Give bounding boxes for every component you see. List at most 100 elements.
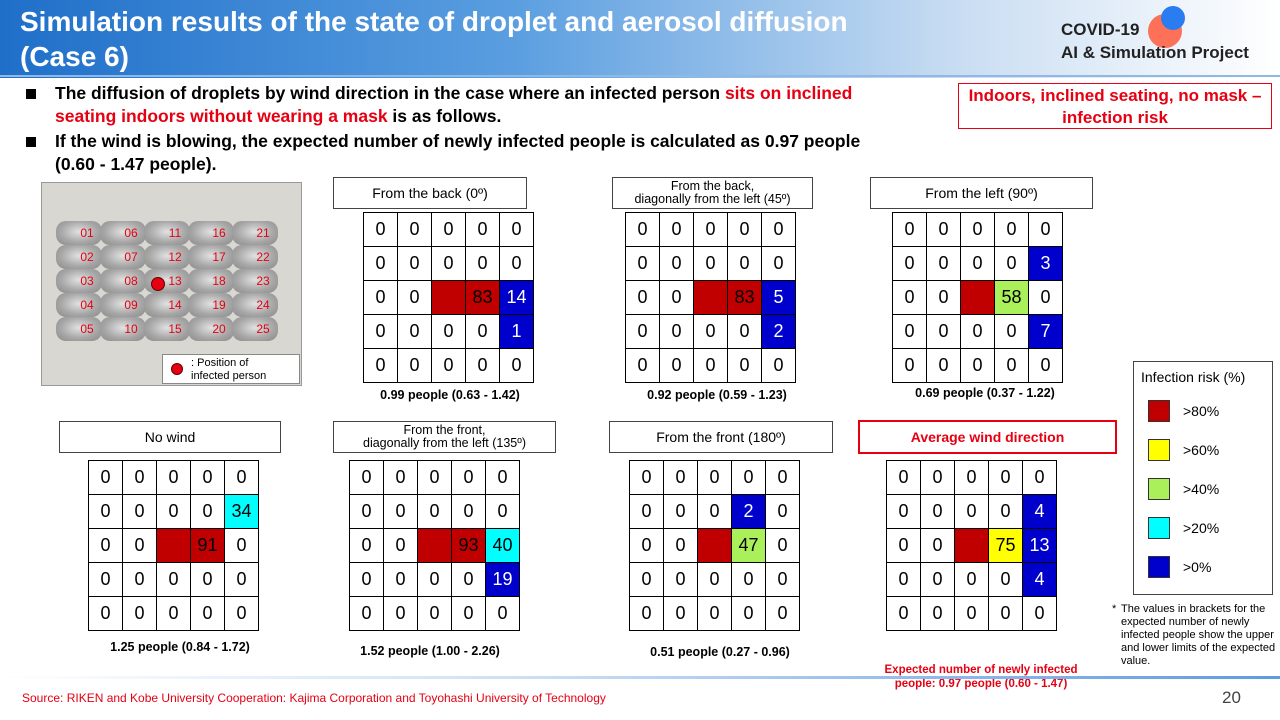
grid-cell: 0 xyxy=(486,597,520,631)
grid-cell: 0 xyxy=(364,349,398,383)
infected-legend-dot-icon xyxy=(171,363,183,375)
case-label-left: From the left (90º) xyxy=(870,177,1093,209)
seat-number: 18 xyxy=(212,274,226,288)
grid-cell: 0 xyxy=(225,529,259,563)
grid-cell: 0 xyxy=(398,281,432,315)
grid-cell: 0 xyxy=(350,461,384,495)
grid-cell: 0 xyxy=(89,597,123,631)
risk-grid-left: 0 0 0 0 0 0 0 0 0 3 0 0 58 0 0 0 0 0 7 0 0 0 0 0 xyxy=(892,212,1063,383)
seat-icon xyxy=(232,221,278,245)
expect-average-l1: Expected number of newly infected xyxy=(884,664,1078,676)
grid-cell: 0 xyxy=(961,349,995,383)
legend-label-20: >20% xyxy=(1183,520,1220,536)
grid-cell: 0 xyxy=(762,213,796,247)
grid-cell: 47 xyxy=(732,529,766,563)
grid-cell: 0 xyxy=(398,247,432,281)
grid-cell: 0 xyxy=(157,461,191,495)
grid-cell: 0 xyxy=(694,315,728,349)
grid-cell: 0 xyxy=(728,315,762,349)
grid-cell: 0 xyxy=(887,461,921,495)
seat-legend-line1: : Position of xyxy=(191,357,249,369)
grid-cell: 0 xyxy=(893,247,927,281)
legend-label-40: >40% xyxy=(1183,481,1220,497)
grid-cell xyxy=(955,529,989,563)
expect-front: 0.51 people (0.27 - 0.96) xyxy=(650,645,790,659)
grid-cell: 0 xyxy=(630,495,664,529)
seating-diagram: 01 06 11 16 21 02 07 12 17 22 03 08 13 18 23 04 09 14 19 24… xyxy=(41,182,302,386)
grid-cell: 0 xyxy=(660,213,694,247)
grid-cell: 14 xyxy=(500,281,534,315)
grid-cell: 0 xyxy=(500,349,534,383)
case-label-front-diagonal: From the front, diagonally from the left… xyxy=(333,421,556,453)
risk-grid-front-diagonal: 0 0 0 0 0 0 0 0 0 0 0 0 93 40 0 0 0 0 19 0 0 0 0 0 xyxy=(349,460,520,631)
risk-grid-back: 0 0 0 0 0 0 0 0 0 0 0 0 83 14 0 0 0 0 1 0 0 0 0 0 xyxy=(363,212,534,383)
grid-cell: 0 xyxy=(418,597,452,631)
seat-icon xyxy=(144,317,190,341)
header-divider xyxy=(0,75,1280,77)
grid-cell: 0 xyxy=(995,315,1029,349)
grid-cell: 0 xyxy=(664,563,698,597)
scenario-box: Indoors, inclined seating, no mask – inf… xyxy=(958,83,1272,129)
grid-cell: 0 xyxy=(766,563,800,597)
expect-average-l2: people: 0.97 people (0.60 - 1.47) xyxy=(894,678,1068,690)
grid-cell: 0 xyxy=(893,315,927,349)
seat-number: 03 xyxy=(80,274,94,288)
grid-cell: 0 xyxy=(626,247,660,281)
grid-cell: 0 xyxy=(350,563,384,597)
seat-icon xyxy=(188,317,234,341)
grid-cell: 0 xyxy=(123,563,157,597)
seat-icon xyxy=(232,245,278,269)
grid-cell: 0 xyxy=(955,461,989,495)
grid-cell: 0 xyxy=(664,529,698,563)
grid-cell: 0 xyxy=(927,281,961,315)
grid-cell: 0 xyxy=(466,213,500,247)
grid-cell: 0 xyxy=(432,349,466,383)
grid-cell: 0 xyxy=(1029,281,1063,315)
seat-icon xyxy=(56,221,102,245)
legend-swatch-0 xyxy=(1148,556,1170,578)
grid-cell: 0 xyxy=(766,495,800,529)
legend-item-0: >0% xyxy=(1148,556,1211,578)
grid-cell: 0 xyxy=(418,495,452,529)
grid-cell: 58 xyxy=(995,281,1029,315)
bullet-1: The diffusion of droplets by wind direct… xyxy=(26,82,866,128)
seat-legend-line2: infected person xyxy=(191,370,267,382)
footnote-star: * xyxy=(1112,603,1117,615)
grid-cell: 0 xyxy=(1029,213,1063,247)
bullet-square-icon xyxy=(26,89,36,99)
risk-grid-no-wind: 0 0 0 0 0 0 0 0 0 34 0 0 91 0 0 0 0 0 0 0 0 0 0 0 xyxy=(88,460,259,631)
legend-label-60: >60% xyxy=(1183,442,1220,458)
footnote: * The values in brackets for the expecte… xyxy=(1112,603,1277,668)
seat-number: 22 xyxy=(256,250,270,264)
legend-item-60: >60% xyxy=(1148,439,1219,461)
grid-cell: 0 xyxy=(452,495,486,529)
legend-item-80: >80% xyxy=(1148,400,1219,422)
grid-cell: 13 xyxy=(1023,529,1057,563)
grid-cell: 0 xyxy=(660,281,694,315)
seat-number: 16 xyxy=(212,226,226,240)
page-title: Simulation results of the state of dropl… xyxy=(20,4,1020,74)
case-label-front: From the front (180º) xyxy=(609,421,833,453)
page-title-line2: (Case 6) xyxy=(20,41,129,72)
grid-cell: 0 xyxy=(927,213,961,247)
seat-icon xyxy=(56,269,102,293)
expect-back: 0.99 people (0.63 - 1.42) xyxy=(380,388,520,402)
case-label-no-wind: No wind xyxy=(59,421,281,453)
grid-cell: 4 xyxy=(1023,563,1057,597)
seat-number: 17 xyxy=(212,250,226,264)
grid-cell: 4 xyxy=(1023,495,1057,529)
grid-cell: 0 xyxy=(225,563,259,597)
seat-number: 01 xyxy=(80,226,94,240)
grid-cell xyxy=(432,281,466,315)
bullet-2-text: If the wind is blowing, the expected num… xyxy=(55,131,861,174)
seat-icon xyxy=(56,293,102,317)
project-logo: COVID-19 AI & Simulation Project xyxy=(1061,18,1249,64)
grid-cell: 0 xyxy=(500,213,534,247)
grid-cell: 0 xyxy=(927,247,961,281)
grid-cell: 0 xyxy=(626,315,660,349)
grid-cell: 0 xyxy=(630,597,664,631)
legend-label-0: >0% xyxy=(1183,559,1212,575)
bullet-1-part1: The diffusion of droplets by wind direct… xyxy=(55,83,725,103)
legend-title: Infection risk (%) xyxy=(1141,369,1246,385)
grid-cell: 0 xyxy=(384,597,418,631)
